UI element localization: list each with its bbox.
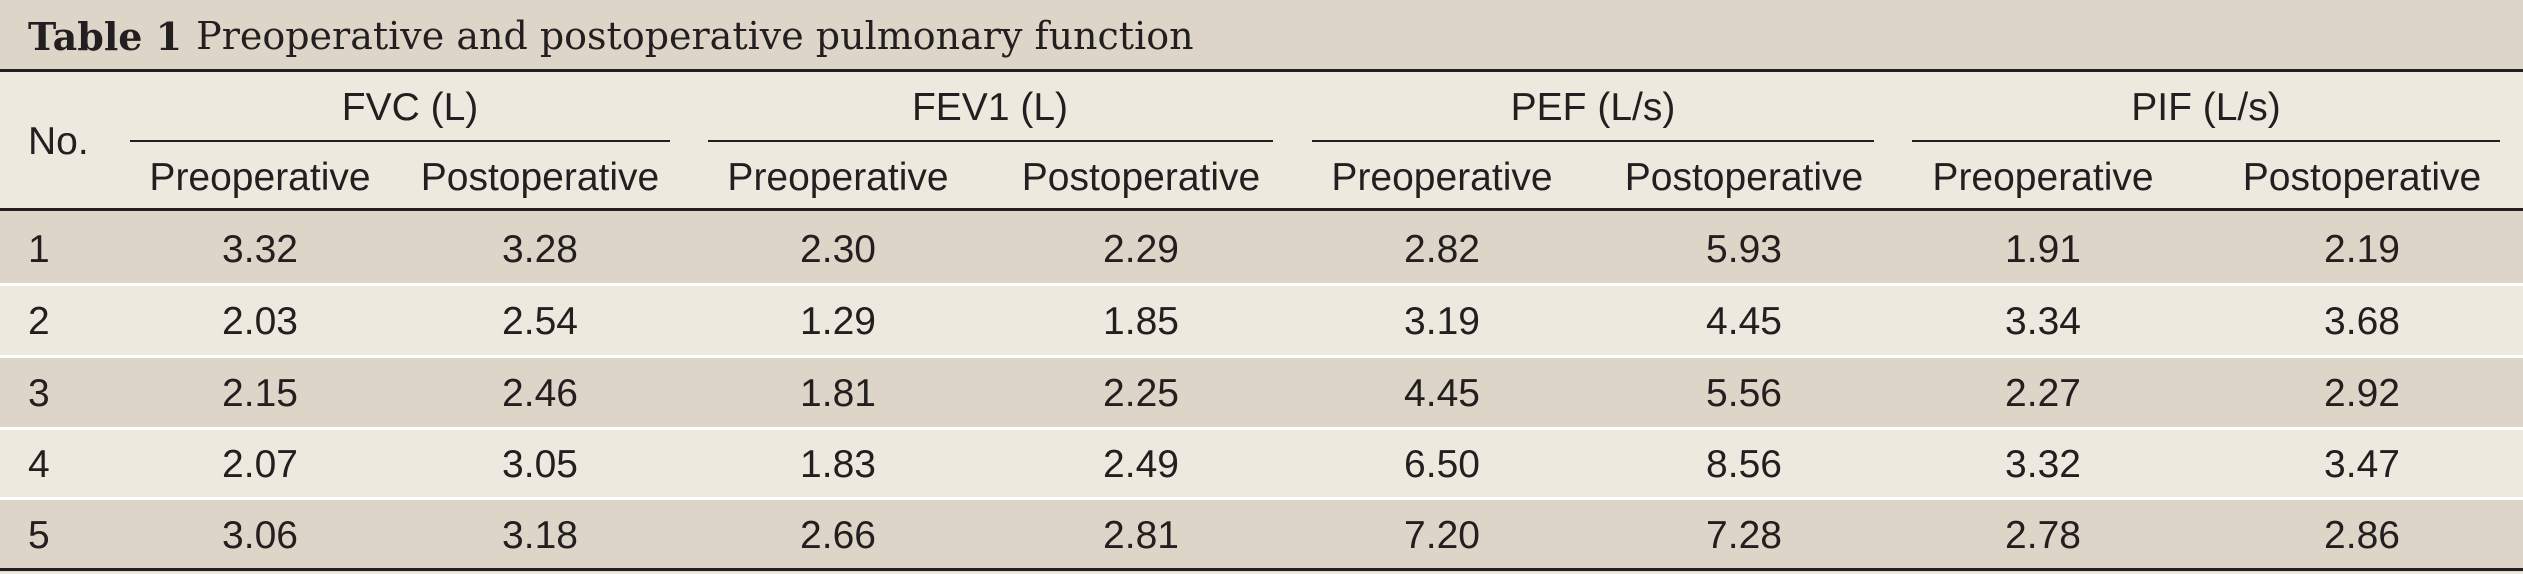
- subheader-fvc-post: Postoperative: [420, 156, 660, 199]
- cell-fev1-post: 2.29: [1103, 228, 1179, 271]
- cell-fvc-post: 3.05: [502, 443, 578, 486]
- cell-pif-post: 2.86: [2324, 514, 2400, 557]
- cell-fev1-pre: 1.81: [800, 372, 876, 415]
- row-number: 3: [28, 372, 50, 415]
- cell-fvc-pre: 3.32: [222, 228, 298, 271]
- cell-fev1-post: 2.81: [1103, 514, 1179, 557]
- cell-fev1-pre: 2.66: [800, 514, 876, 557]
- table-row: [0, 430, 2523, 502]
- cell-fev1-post: 1.85: [1103, 300, 1179, 343]
- table-label: Table 1: [28, 13, 183, 59]
- cell-pif-post: 2.19: [2324, 228, 2400, 271]
- cell-pef-post: 4.45: [1706, 300, 1782, 343]
- table-row: [0, 286, 2523, 358]
- cell-fvc-pre: 3.06: [222, 514, 298, 557]
- cell-pef-pre: 3.19: [1404, 300, 1480, 343]
- group-underline-pif: [1912, 140, 2500, 142]
- cell-pef-post: 7.28: [1706, 514, 1782, 557]
- row-number: 5: [28, 514, 50, 557]
- cell-pef-pre: 7.20: [1404, 514, 1480, 557]
- cell-fev1-pre: 1.83: [800, 443, 876, 486]
- table-row: [0, 211, 2523, 283]
- cell-fev1-pre: 2.30: [800, 228, 876, 271]
- row-number-header: No.: [28, 120, 89, 163]
- row-separator: [0, 355, 2523, 358]
- row-number: 1: [28, 228, 50, 271]
- cell-pef-post: 8.56: [1706, 443, 1782, 486]
- cell-fvc-pre: 2.07: [222, 443, 298, 486]
- group-header-pif: PIF (L/s): [2131, 86, 2281, 129]
- subheader-fvc-pre: Preoperative: [149, 156, 371, 199]
- cell-fvc-pre: 2.03: [222, 300, 298, 343]
- cell-pif-post: 2.92: [2324, 372, 2400, 415]
- group-header-fev1: FEV1 (L): [911, 86, 1069, 129]
- group-underline-fev1: [708, 140, 1273, 142]
- subheader-pif-post: Postoperative: [2242, 156, 2482, 199]
- cell-fvc-pre: 2.15: [222, 372, 298, 415]
- cell-pif-post: 3.68: [2324, 300, 2400, 343]
- table-caption: Table 1 Preoperative and postoperative p…: [0, 0, 2523, 72]
- table-row: [0, 358, 2523, 430]
- row-separator: [0, 427, 2523, 430]
- cell-pef-post: 5.56: [1706, 372, 1782, 415]
- cell-fvc-post: 3.28: [502, 228, 578, 271]
- cell-fev1-post: 2.25: [1103, 372, 1179, 415]
- row-separator: [0, 497, 2523, 500]
- cell-pif-pre: 2.78: [2005, 514, 2081, 557]
- group-header-fvc: FVC (L): [341, 86, 479, 129]
- cell-fvc-post: 2.54: [502, 300, 578, 343]
- cell-pef-post: 5.93: [1706, 228, 1782, 271]
- subheader-fev1-pre: Preoperative: [727, 156, 949, 199]
- table-row: [0, 500, 2523, 572]
- subheader-pif-pre: Preoperative: [1932, 156, 2154, 199]
- subheader-pef-pre: Preoperative: [1331, 156, 1553, 199]
- cell-fvc-post: 3.18: [502, 514, 578, 557]
- row-number: 4: [28, 443, 50, 486]
- cell-pef-pre: 2.82: [1404, 228, 1480, 271]
- group-header-pef: PEF (L/s): [1510, 86, 1676, 129]
- header-rule: [0, 208, 2523, 211]
- row-number: 2: [28, 300, 50, 343]
- top-rule: [0, 69, 2523, 72]
- cell-pif-pre: 3.34: [2005, 300, 2081, 343]
- cell-fev1-post: 2.49: [1103, 443, 1179, 486]
- cell-pif-post: 3.47: [2324, 443, 2400, 486]
- bottom-rule: [0, 568, 2523, 571]
- cell-pef-pre: 6.50: [1404, 443, 1480, 486]
- cell-fvc-post: 2.46: [502, 372, 578, 415]
- table-title: Preoperative and postoperative pulmonary…: [196, 14, 1194, 58]
- cell-fev1-pre: 1.29: [800, 300, 876, 343]
- cell-pef-pre: 4.45: [1404, 372, 1480, 415]
- group-underline-fvc: [130, 140, 670, 142]
- subheader-pef-post: Postoperative: [1624, 156, 1864, 199]
- cell-pif-pre: 3.32: [2005, 443, 2081, 486]
- row-separator: [0, 283, 2523, 286]
- group-underline-pef: [1312, 140, 1874, 142]
- subheader-fev1-post: Postoperative: [1021, 156, 1261, 199]
- cell-pif-pre: 2.27: [2005, 372, 2081, 415]
- cell-pif-pre: 1.91: [2005, 228, 2081, 271]
